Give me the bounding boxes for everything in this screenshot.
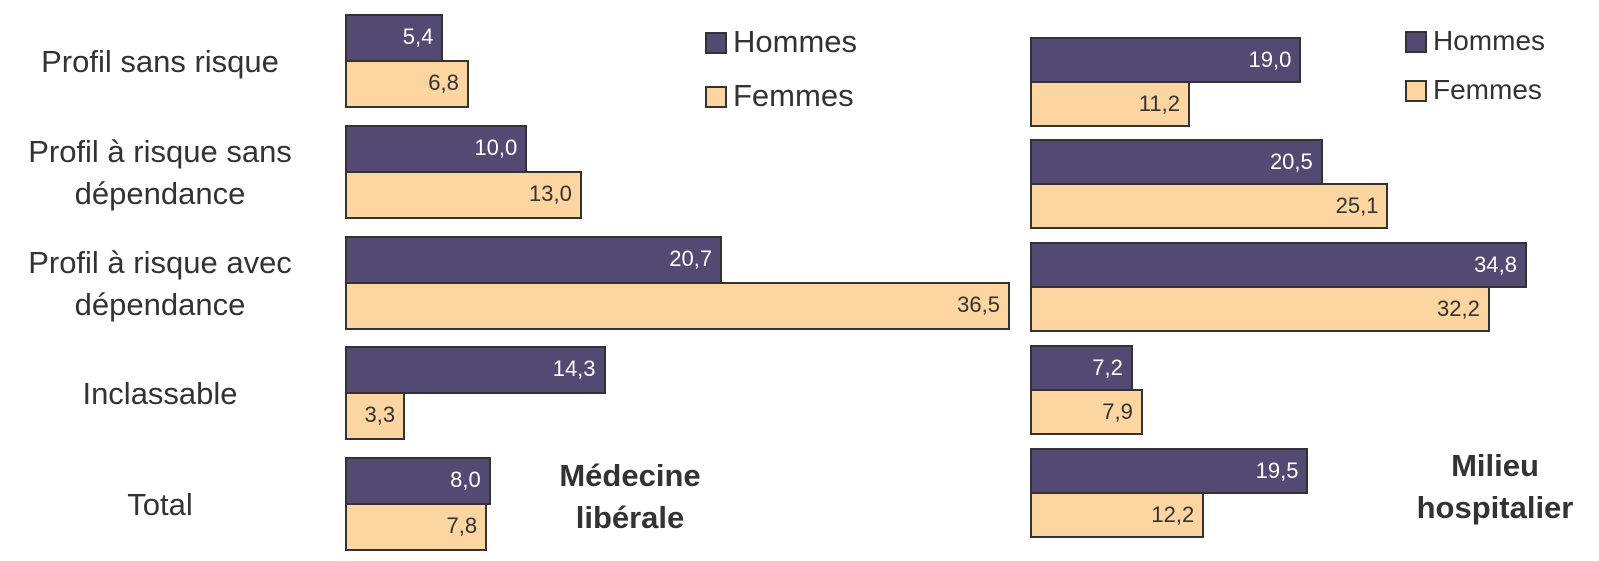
value-label: 19,0 <box>1248 47 1292 72</box>
bar <box>1030 286 1490 332</box>
category-label: Profil à risque sans dépendance <box>28 134 292 211</box>
value-label: 6,8 <box>428 70 459 95</box>
legend-label: Femmes <box>733 78 854 114</box>
legend-swatch <box>705 32 727 54</box>
value-label: 13,0 <box>529 181 572 206</box>
bar <box>1030 492 1205 538</box>
bar <box>345 346 606 394</box>
category-label: Total <box>127 487 193 522</box>
value-label: 8,0 <box>450 467 481 492</box>
value-label: 19,5 <box>1255 458 1299 483</box>
bar <box>345 503 488 551</box>
category-label: Inclassable <box>82 376 238 411</box>
legend-label: Hommes <box>1433 25 1546 57</box>
bar <box>1030 139 1323 185</box>
bar <box>345 171 582 219</box>
value-label: 14,3 <box>552 356 596 381</box>
category-label: Profil sans risque <box>41 44 279 79</box>
bar <box>1030 389 1143 435</box>
legend-swatch <box>1405 31 1427 53</box>
value-label: 20,7 <box>669 246 713 271</box>
value-label: 7,9 <box>1102 399 1133 424</box>
bar <box>1030 81 1190 127</box>
bar <box>1030 448 1309 494</box>
value-label: 20,5 <box>1269 149 1313 174</box>
value-label: 36,5 <box>957 292 1000 317</box>
value-label: 12,2 <box>1151 502 1195 527</box>
bar <box>345 392 406 440</box>
legend-swatch <box>705 86 727 108</box>
value-label: 10,0 <box>474 135 518 160</box>
value-label: 7,2 <box>1092 355 1123 380</box>
legend-label: Hommes <box>733 24 858 60</box>
bar <box>345 282 1010 330</box>
value-label: 32,2 <box>1437 296 1480 321</box>
legend-swatch <box>1405 80 1427 102</box>
bar <box>345 60 469 108</box>
value-label: 25,1 <box>1335 193 1379 218</box>
legend-label: Femmes <box>1433 74 1542 106</box>
category-label: Profil à risque avec dépendance <box>28 245 292 322</box>
value-label: 34,8 <box>1474 252 1517 277</box>
chart-title: Milieu hospitalier <box>1416 448 1574 525</box>
value-label: 11,2 <box>1138 91 1180 116</box>
chart-title: Médecine libérale <box>559 458 701 535</box>
bar <box>1030 37 1302 83</box>
bar <box>1030 183 1389 229</box>
value-label: 7,8 <box>446 513 478 538</box>
value-label: 3,3 <box>364 402 396 427</box>
value-label: 5,4 <box>402 24 434 49</box>
bar <box>345 125 528 173</box>
